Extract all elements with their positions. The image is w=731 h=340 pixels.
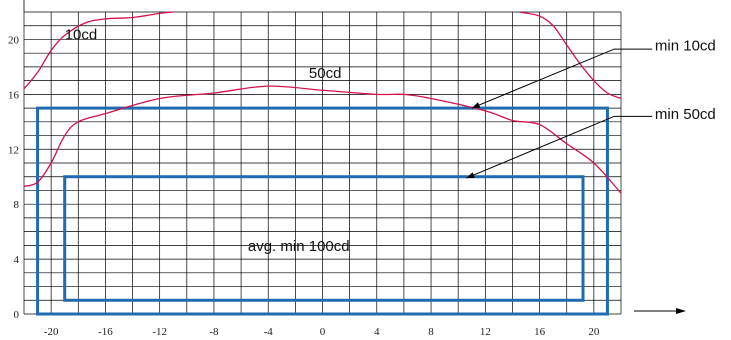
x-tick-label: -12 (152, 326, 167, 338)
annotation-label: 50cd (309, 65, 342, 82)
x-tick-label: -16 (98, 326, 113, 338)
x-tick-label: 4 (374, 326, 380, 338)
curve-layer (23, 11, 622, 194)
annotation-label: avg. min 100cd (248, 238, 350, 255)
x-tick-label: 8 (428, 326, 434, 338)
isocandela-curve (519, 11, 622, 100)
leader-line (471, 48, 653, 109)
x-tick-label: 12 (480, 326, 491, 338)
y-tick-label: 20 (8, 34, 20, 46)
y-tick-label: 4 (14, 254, 20, 266)
y-tick-label: 8 (14, 199, 20, 211)
x-tick-label: 16 (534, 326, 546, 338)
annotation-label: min 10cd (655, 37, 716, 54)
y-tick-label: 12 (8, 144, 19, 156)
x-tick-label: -8 (209, 326, 219, 338)
annotation-label: min 50cd (655, 106, 716, 123)
leader-arrowhead (471, 102, 481, 109)
leader-line (466, 115, 653, 179)
zone-rect (63, 175, 585, 302)
y-tick-label: 16 (8, 89, 20, 101)
annotation-label: 10cd (65, 26, 98, 43)
y-tick-label: 0 (14, 309, 20, 321)
grid (23, 11, 622, 315)
x-tick-label: -4 (264, 326, 274, 338)
x-axis-arrowhead (676, 308, 686, 314)
label-layer: -20 -16 -12 -8 -4 0 4 8 12 16 20 0 4 8 12 16 20 10cd 50cd a… (8, 26, 716, 338)
leader-arrowhead (466, 172, 475, 179)
zone-rect (36, 106, 609, 316)
x-tick-label: 20 (588, 326, 600, 338)
isocandela-curve (23, 11, 174, 90)
x-tick-label: -20 (44, 326, 59, 338)
x-tick-label: 0 (320, 326, 326, 338)
isocandela-curve (23, 85, 622, 194)
axes-layer (23, 0, 686, 314)
zone-layer (36, 106, 609, 316)
